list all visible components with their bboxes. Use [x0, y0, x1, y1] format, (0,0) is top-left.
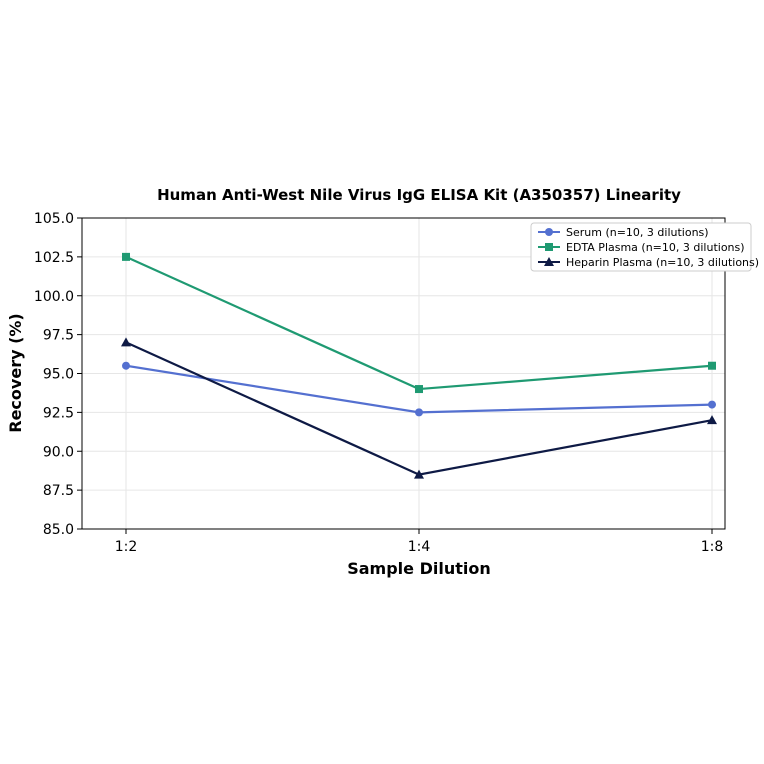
y-tick-label: 92.5 — [43, 405, 74, 421]
y-tick-label: 102.5 — [34, 250, 74, 266]
y-axis-label: Recovery (%) — [6, 313, 25, 432]
legend-entry: EDTA Plasma (n=10, 3 dilutions) — [538, 241, 745, 254]
data-point — [122, 252, 130, 261]
legend-marker — [545, 243, 553, 251]
legend-label: Heparin Plasma (n=10, 3 dilutions) — [566, 256, 759, 269]
series-1 — [122, 361, 716, 417]
legend-box — [530, 222, 752, 272]
legend-entry: Serum (n=10, 3 dilutions) — [538, 226, 709, 239]
data-point — [122, 361, 130, 370]
y-tick-label: 95.0 — [43, 367, 74, 383]
series-3 — [121, 337, 717, 479]
data-point — [415, 385, 423, 394]
legend-entry: Heparin Plasma (n=10, 3 dilutions) — [538, 256, 759, 269]
x-tick-label: 1:4 — [408, 539, 431, 555]
y-tick-label: 85.0 — [43, 522, 74, 538]
y-tick-label: 100.0 — [34, 289, 74, 305]
data-point — [121, 337, 131, 347]
y-tick-label: 87.5 — [43, 483, 74, 499]
data-point — [415, 408, 423, 417]
x-tick-label: 1:8 — [701, 539, 724, 555]
x-tick-label: 1:2 — [115, 539, 138, 555]
chart-title: Human Anti-West Nile Virus IgG ELISA Kit… — [157, 186, 681, 204]
data-point — [708, 361, 716, 370]
y-tick-label: 90.0 — [43, 444, 74, 460]
x-axis-ticks: 1:2 1:4 1:8 — [115, 529, 724, 555]
data-point — [708, 400, 716, 409]
legend-marker — [544, 257, 554, 266]
y-tick-label: 97.5 — [43, 328, 74, 344]
legend-marker — [545, 228, 553, 236]
x-axis-label: Sample Dilution — [347, 559, 491, 578]
series-2 — [122, 252, 716, 394]
data-point — [707, 415, 717, 425]
series-layer — [121, 252, 717, 479]
legend-label: EDTA Plasma (n=10, 3 dilutions) — [566, 241, 745, 254]
legend-label: Serum (n=10, 3 dilutions) — [566, 226, 709, 239]
legend: Serum (n=10, 3 dilutions) EDTA Plasma (n=… — [530, 222, 759, 272]
y-axis-ticks: 85.0 87.5 90.0 92.5 95.0 97.5 100.0 102.5 105.0 — [34, 211, 82, 538]
y-tick-label: 105.0 — [34, 211, 74, 227]
data-point — [414, 469, 424, 479]
